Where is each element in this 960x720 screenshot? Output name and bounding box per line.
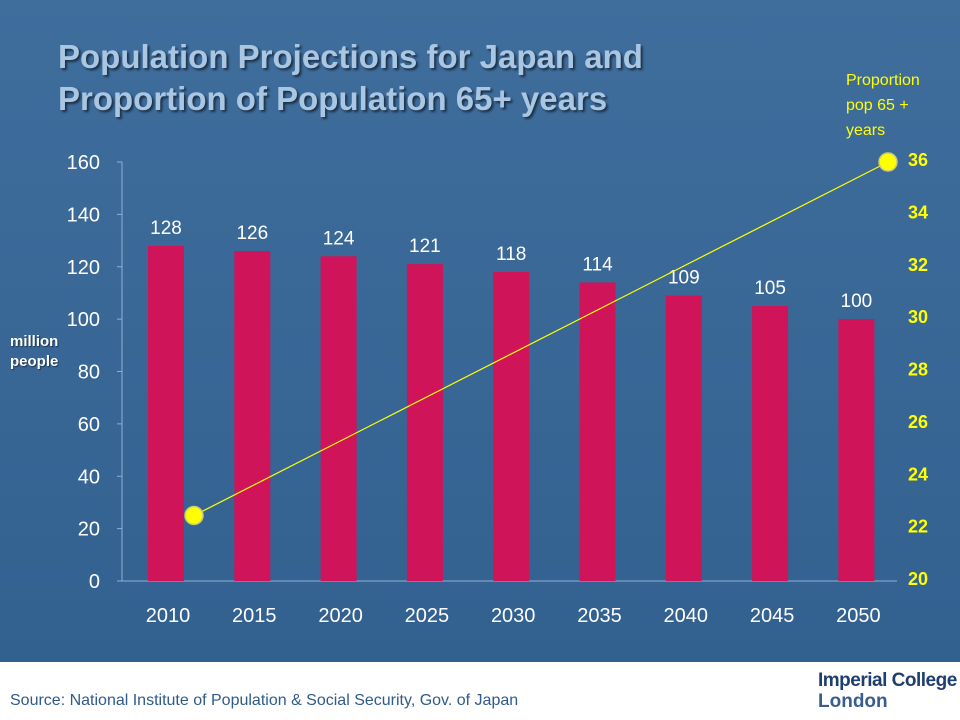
right-tick-label-34: 34 [908,202,928,222]
left-axis-label-line2: people [10,353,59,370]
bar-2020 [320,256,357,581]
proportion-point-2010 [184,505,204,526]
y-tick-label-60: 60 [78,414,100,436]
y-tick-label-80: 80 [78,362,100,384]
bar-label-2040: 109 [668,268,700,289]
logo-line1: Imperial College [818,670,957,691]
y-tick-label-160: 160 [67,152,100,174]
chart-title-line1: Population Projections for Japan and [58,38,643,75]
bar-2045 [752,306,789,581]
bar-label-2010: 128 [150,218,182,239]
bar-label-2035: 114 [582,254,613,275]
x-tick-label-2035: 2035 [577,605,622,627]
x-tick-label-2010: 2010 [146,605,191,627]
y-tick-label-120: 120 [67,257,100,279]
left-axis-label-line1: million [10,333,59,350]
right-axis-label: Proportion pop 65 + years [846,68,956,143]
chart-title-line2: Proportion of Population 65+ years [58,80,608,117]
bar-2025 [406,264,443,581]
right-axis-label-line2: pop 65 + [846,97,909,114]
imperial-college-logo: Imperial College London [818,670,957,712]
x-tick-labels: 2010 2015 2020 2025 2030 2035 2040 2045 2050 [146,605,881,627]
chart-title: Population Projections for Japan and Pro… [58,36,778,120]
y-tick-label-20: 20 [78,519,100,541]
bar-2040 [665,295,702,581]
bar-label-2025: 121 [409,236,441,257]
x-tick-label-2015: 2015 [232,605,277,627]
left-y-ticks: 0 20 40 60 80 100 120 140 160 [67,152,122,593]
right-tick-label-24: 24 [908,464,928,484]
bar-label-2020: 124 [323,228,355,249]
bar-data-labels: 128 126 124 121 118 114 109 105 100 [150,218,872,312]
right-tick-label-20: 20 [908,569,928,589]
bar-label-2045: 105 [754,278,786,299]
x-tick-label-2050: 2050 [836,605,881,627]
left-axis-label: million people [10,332,80,372]
right-axis-label-line1: Proportion [846,72,920,89]
y-tick-label-140: 140 [67,204,100,226]
x-tick-label-2045: 2045 [750,605,795,627]
logo-line2: London [818,691,888,712]
bar-2050 [838,319,875,581]
x-tick-label-2040: 2040 [664,605,709,627]
y-tick-label-100: 100 [67,309,100,331]
right-tick-label-22: 22 [908,517,928,537]
proportion-line-path [193,161,889,517]
bar-label-2050: 100 [841,291,873,312]
right-tick-label-26: 26 [908,412,928,432]
right-axis-label-line3: years [846,122,886,139]
y-tick-label-40: 40 [78,466,100,488]
bar-label-2030: 118 [496,244,526,265]
right-tick-label-36: 36 [908,150,928,170]
right-tick-label-32: 32 [908,255,928,275]
x-tick-label-2020: 2020 [318,605,363,627]
right-tick-label-28: 28 [908,360,928,380]
bar-2015 [234,251,271,581]
proportion-line [184,152,898,526]
source-text: Source: National Institute of Population… [10,692,519,709]
y-tick-label-0: 0 [89,571,100,593]
bars [148,245,875,582]
bar-label-2015: 126 [236,223,268,244]
bar-2010 [148,245,184,582]
right-tick-label-30: 30 [908,307,928,327]
footer: Source: National Institute of Population… [0,662,960,720]
proportion-point-2050 [878,152,898,172]
x-tick-label-2030: 2030 [491,605,536,627]
right-y-ticks: 20 22 24 26 28 30 32 34 36 [908,150,928,589]
bar-2030 [493,271,530,581]
bar-2035 [579,282,616,581]
x-tick-label-2025: 2025 [405,605,450,627]
